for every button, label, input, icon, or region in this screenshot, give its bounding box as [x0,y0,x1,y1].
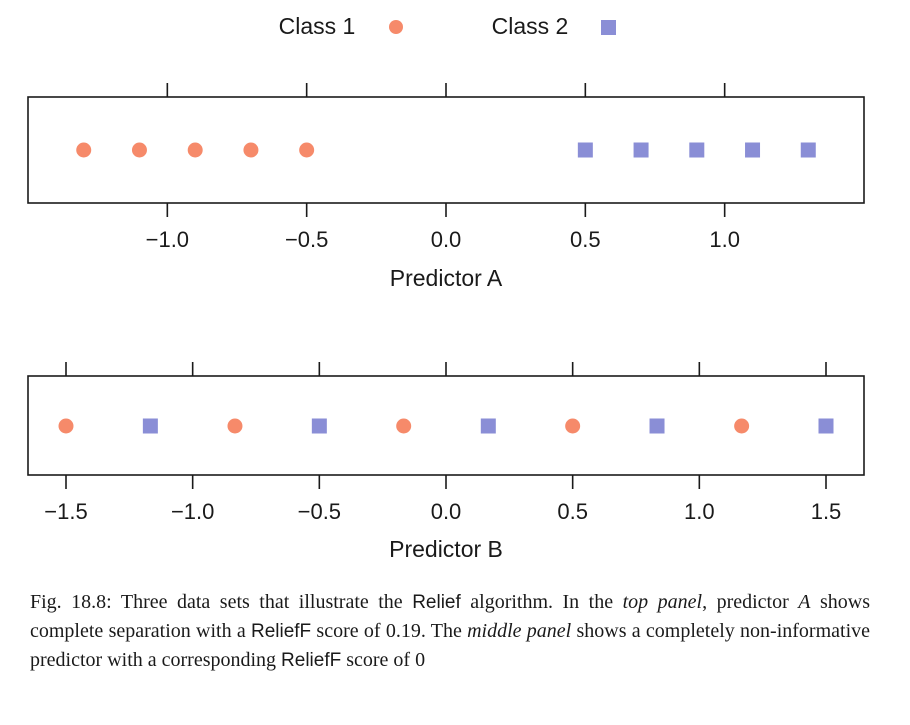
caption-relieff-1: ReliefF [250,621,312,642]
caption-middle-panel: middle panel [467,620,572,642]
class1-point [227,418,243,434]
caption-text-13: score of 0 [341,649,426,671]
class1-point [131,142,147,158]
class1-point [734,418,750,434]
caption-text-9: score of 0.19. The [311,620,468,642]
caption-text-11: shows a completely non-informative predi… [30,620,870,671]
class1-point [396,418,412,434]
class2-point [689,142,705,158]
class1-point [76,142,92,158]
x-tick-label: 1.5 [811,499,842,524]
x-tick-label: 0.0 [431,499,462,524]
class1-point [187,142,203,158]
caption-predictor-a: A [798,591,811,613]
x-tick-label: −1.0 [146,227,189,252]
caption-text-5: , predictor [702,591,799,613]
panel-predictor-b: −1.5 −1.0 −0.5 0.0 0.5 1.0 1.5 Predictor B [27,362,865,562]
caption-text-7: shows complete separation with a [30,591,871,642]
figure-caption: Fig. 18.8: Three data sets that illustra… [30,588,870,675]
class2-point [745,142,761,158]
x-tick-label: 0.5 [570,227,601,252]
x-tick-label: −0.5 [285,227,328,252]
x-tick-label: 0.5 [557,499,588,524]
legend-class1-marker [389,20,403,34]
x-tick-label: −0.5 [298,499,341,524]
class1-point [299,142,315,158]
x-axis-label: Predictor B [389,536,503,562]
class1-point [243,142,259,158]
class2-point [311,418,327,434]
caption-relieff-2: ReliefF [281,650,342,671]
x-tick-label: −1.5 [44,499,87,524]
x-axis-label: Predictor A [390,265,503,291]
caption-text-3: algorithm. In the [460,591,623,613]
caption-top-panel: top panel [622,591,703,613]
class1-point [565,418,581,434]
class2-point [800,142,816,158]
caption-text-1: Fig. 18.8: Three data sets that illustra… [30,591,413,613]
class2-point [818,418,834,434]
class2-point [577,142,593,158]
legend-class2-marker [601,20,616,35]
x-tick-label: 1.0 [684,499,715,524]
figure: Class 1 Class 2 −1.0 −0.5 0.0 0.5 1.0 Predict… [27,13,865,562]
class2-point [649,418,665,434]
x-tick-label: 1.0 [709,227,740,252]
legend-class2-label: Class 2 [492,13,569,39]
legend: Class 1 Class 2 [279,13,616,39]
caption-relief: Relief [412,592,461,613]
legend-class1-label: Class 1 [279,13,356,39]
x-tick-label: 0.0 [431,227,462,252]
panel-predictor-a: −1.0 −0.5 0.0 0.5 1.0 Predictor A [27,83,865,291]
class1-point [58,418,74,434]
x-tick-label: −1.0 [171,499,214,524]
class2-point [142,418,158,434]
class2-point [480,418,496,434]
plot-frame [27,96,865,204]
class2-point [633,142,649,158]
